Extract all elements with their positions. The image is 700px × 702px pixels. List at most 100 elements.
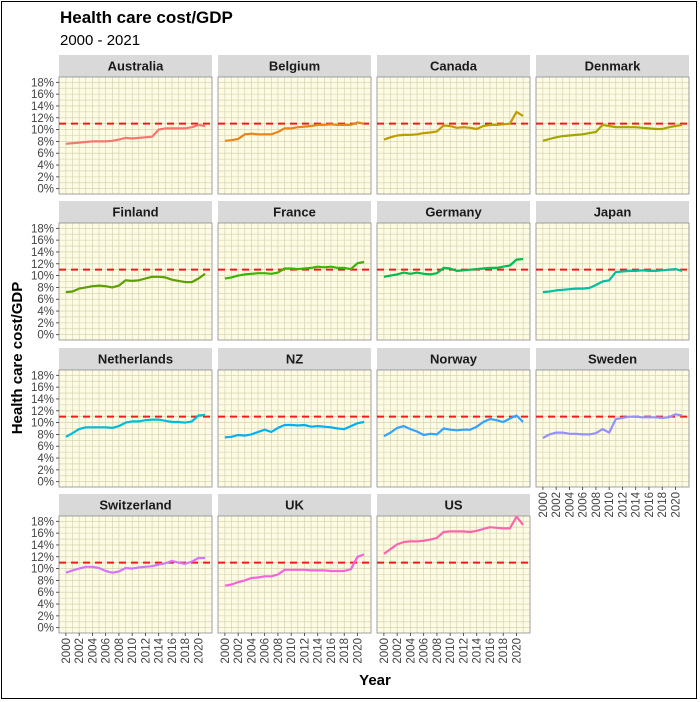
panel-japan: Japan (535, 201, 690, 341)
y-tick-label: 6% (37, 148, 54, 160)
panel-australia: Australia 0%2%4%6%8%10%12%14%16%18% (31, 55, 213, 196)
x-tick-label: 2012 (299, 638, 311, 664)
x-tick-label: 2018 (180, 638, 192, 664)
y-tick-label: 0% (37, 477, 54, 489)
x-tick-label: 2020 (670, 492, 682, 518)
y-tick-label: 18% (31, 516, 54, 528)
y-tick-label: 8% (37, 136, 54, 148)
x-tick-label: 2018 (339, 638, 351, 664)
x-tick-label: 2008 (273, 638, 285, 664)
y-tick-label: 12% (31, 552, 54, 564)
y-tick-label: 14% (31, 394, 54, 406)
x-axis-title: Year (359, 672, 391, 689)
y-tick-label: 18% (31, 77, 54, 89)
strip-uk (218, 494, 371, 516)
y-tick-label: 10% (31, 271, 54, 283)
x-tick-label: 2006 (578, 492, 590, 518)
strip-denmark (536, 55, 689, 77)
x-tick-label: 2008 (591, 492, 603, 518)
strip-sweden (536, 348, 689, 370)
x-tick-label: 2018 (498, 638, 510, 664)
panel-border-nz (217, 369, 372, 488)
x-tick-label: 2020 (193, 638, 205, 664)
panel-border-denmark (535, 76, 690, 195)
y-tick-label: 2% (37, 611, 54, 623)
panel-netherlands: Netherlands 0%2%4%6%8%10%12%14%16%18% (31, 348, 213, 489)
panel-belgium: Belgium (217, 55, 372, 195)
y-tick-label: 4% (37, 306, 54, 318)
panel-border-france (217, 222, 372, 341)
y-tick-label: 4% (37, 453, 54, 465)
x-tick-label: 2018 (657, 492, 669, 518)
series-line-japan (542, 268, 683, 294)
x-tick-label: 2020 (352, 638, 364, 664)
series-line-denmark (542, 123, 683, 142)
x-tick-label: 2002 (551, 492, 563, 518)
y-tick-label: 2% (37, 465, 54, 477)
y-tick-label: 16% (31, 89, 54, 101)
x-tick-label: 2010 (286, 638, 298, 664)
x-tick-label: 2002 (233, 638, 245, 664)
y-tick-label: 6% (37, 294, 54, 306)
chart-title: Health care cost/GDP (60, 8, 233, 27)
panel-border-switzerland (58, 515, 213, 634)
series-line-belgium (224, 121, 365, 142)
y-tick-label: 0% (37, 330, 54, 342)
x-tick-label: 2008 (432, 638, 444, 664)
strip-switzerland (59, 494, 212, 516)
strip-label-norway: Norway (430, 352, 478, 367)
y-tick-label: 4% (37, 160, 54, 172)
x-tick-label: 2004 (246, 637, 258, 663)
series-line-germany (383, 257, 524, 278)
panel-border-japan (535, 222, 690, 341)
x-tick-label: 2000 (379, 638, 391, 664)
series-line-australia (65, 123, 206, 145)
series-line-switzerland (65, 556, 206, 574)
panel-denmark: Denmark (535, 55, 690, 195)
y-tick-label: 4% (37, 599, 54, 611)
series-line-canada (383, 110, 524, 141)
strip-norway (377, 348, 530, 370)
strip-label-finland: Finland (112, 205, 158, 220)
panel-border-canada (376, 76, 531, 195)
strip-label-netherlands: Netherlands (98, 352, 173, 367)
panel-border-uk (217, 515, 372, 634)
y-tick-label: 14% (31, 101, 54, 113)
panel-finland: Finland 0%2%4%6%8%10%12%14%16%18% (31, 201, 213, 342)
x-tick-label: 2014 (631, 491, 643, 517)
y-tick-label: 16% (31, 235, 54, 247)
strip-finland (59, 201, 212, 223)
series-line-france (224, 260, 365, 280)
strip-us (377, 494, 530, 516)
y-tick-label: 16% (31, 528, 54, 540)
x-tick-label: 2004 (564, 491, 576, 517)
strip-canada (377, 55, 530, 77)
series-line-finland (65, 272, 206, 294)
strip-label-sweden: Sweden (588, 352, 637, 367)
strip-label-us: US (444, 498, 462, 513)
x-tick-label: 2000 (538, 492, 550, 518)
panel-canada: Canada (376, 55, 531, 195)
x-tick-label: 2004 (405, 637, 417, 663)
x-tick-label: 2010 (445, 638, 457, 664)
y-tick-label: 12% (31, 406, 54, 418)
x-tick-label: 2016 (167, 638, 179, 664)
strip-label-canada: Canada (430, 59, 478, 74)
series-line-uk (224, 553, 365, 587)
x-tick-label: 2000 (61, 638, 73, 664)
y-tick-label: 18% (31, 223, 54, 235)
strip-label-switzerland: Switzerland (99, 498, 171, 513)
x-tick-label: 2006 (260, 638, 272, 664)
y-tick-label: 0% (37, 623, 54, 635)
y-tick-label: 10% (31, 564, 54, 576)
y-tick-label: 0% (37, 184, 54, 196)
strip-nz (218, 348, 371, 370)
x-tick-label: 2006 (419, 638, 431, 664)
x-tick-label: 2016 (326, 638, 338, 664)
strip-label-denmark: Denmark (585, 59, 641, 74)
x-tick-label: 2016 (644, 492, 656, 518)
series-line-us (383, 515, 524, 555)
strip-australia (59, 55, 212, 77)
